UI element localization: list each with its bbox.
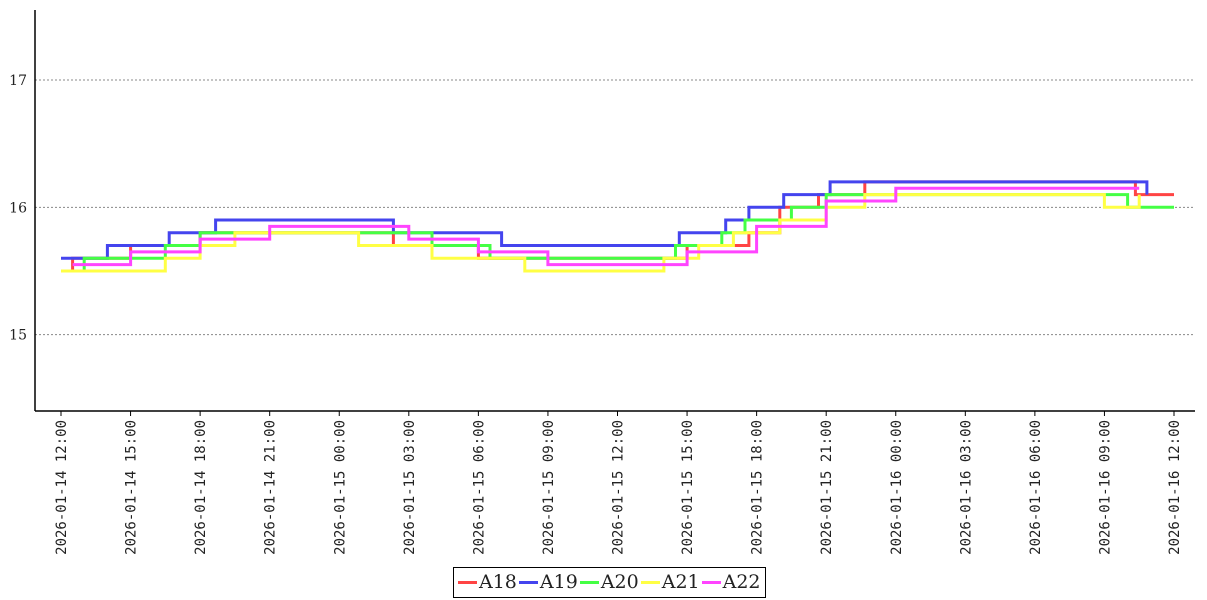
legend-swatch-a21 bbox=[640, 581, 660, 584]
x-tick-label: 2026-01-15 00:00 bbox=[332, 420, 348, 555]
x-tick-label: 2026-01-14 21:00 bbox=[263, 420, 279, 555]
series-lines bbox=[61, 180, 1174, 273]
gridlines bbox=[35, 79, 1195, 336]
x-tick-label: 2026-01-15 21:00 bbox=[819, 420, 835, 555]
x-tick-label: 2026-01-16 00:00 bbox=[889, 420, 905, 555]
y-tick-label: 16 bbox=[9, 200, 27, 216]
legend-swatch-a19 bbox=[518, 581, 538, 584]
x-tick-label: 2026-01-15 06:00 bbox=[471, 420, 487, 555]
legend-label-a19: A19 bbox=[539, 571, 578, 593]
legend-item-a19: A19 bbox=[518, 571, 578, 593]
legend-label-a21: A21 bbox=[661, 571, 700, 593]
axes bbox=[34, 10, 1195, 412]
x-tick-label: 2026-01-14 12:00 bbox=[54, 420, 70, 555]
x-tick-label: 2026-01-15 15:00 bbox=[680, 420, 696, 555]
legend-swatch-a18 bbox=[458, 581, 477, 584]
legend: A18 A19 A20 A21 A22 bbox=[453, 567, 766, 598]
x-tick-label: 2026-01-15 18:00 bbox=[750, 420, 766, 555]
x-tick-label: 2026-01-16 03:00 bbox=[958, 420, 974, 555]
x-tick-label: 2026-01-16 09:00 bbox=[1097, 420, 1113, 555]
legend-swatch-a22 bbox=[701, 581, 721, 584]
x-tick-label: 2026-01-14 15:00 bbox=[124, 420, 140, 555]
y-tick-label: 17 bbox=[9, 73, 27, 89]
legend-item-a18: A18 bbox=[458, 573, 517, 592]
legend-swatch-a20 bbox=[579, 581, 599, 584]
legend-label-a22: A22 bbox=[722, 571, 761, 593]
y-tick-label: 15 bbox=[9, 328, 27, 344]
x-tick-label: 2026-01-16 06:00 bbox=[1028, 420, 1044, 555]
x-tick-label: 2026-01-15 03:00 bbox=[402, 420, 418, 555]
legend-label-a20: A20 bbox=[600, 571, 639, 593]
legend-item-a21: A21 bbox=[640, 571, 700, 593]
legend-label-a18: A18 bbox=[479, 571, 517, 593]
x-ticks: 2026-01-14 12:00 2026-01-14 15:00 2026-01-… bbox=[54, 411, 1183, 555]
x-tick-label: 2026-01-15 09:00 bbox=[541, 420, 557, 555]
series-line-a22 bbox=[72, 186, 1140, 267]
x-tick-label: 2026-01-16 12:00 bbox=[1167, 420, 1183, 555]
series-line-a20 bbox=[61, 193, 1174, 273]
x-tick-label: 2026-01-14 18:00 bbox=[193, 420, 209, 555]
y-ticks: 15 16 17 bbox=[9, 73, 27, 344]
legend-item-a22: A22 bbox=[701, 571, 761, 593]
x-tick-label: 2026-01-15 12:00 bbox=[611, 420, 627, 555]
legend-item-a20: A20 bbox=[579, 571, 639, 593]
